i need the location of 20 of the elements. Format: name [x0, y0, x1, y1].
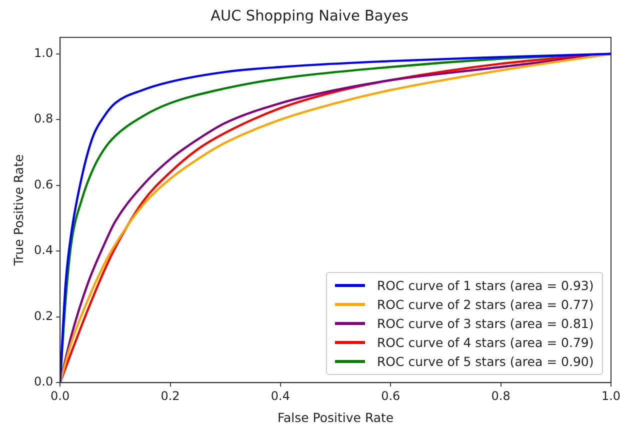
y-tick-label: 0.4 [34, 243, 54, 258]
x-tick-label: 0.2 [160, 388, 180, 403]
legend-label: ROC curve of 2 stars (area = 0.77) [377, 296, 594, 312]
y-tick-label: 0.6 [34, 177, 54, 192]
y-tick-label: 0.8 [34, 112, 54, 126]
x-tick-label: 0.6 [381, 388, 400, 403]
y-tick-label: 0.0 [34, 374, 54, 389]
y-axis-title: True Positive Rate [10, 154, 26, 267]
legend-label: ROC curve of 4 stars (area = 0.79) [377, 334, 594, 350]
legend-label: ROC curve of 1 stars (area = 0.93) [377, 278, 594, 293]
y-tick-label: 0.2 [34, 308, 54, 323]
y-tick-label: 1.0 [34, 46, 54, 60]
x-tick-label: 0.8 [491, 388, 510, 403]
x-tick-label: 0.4 [270, 388, 290, 403]
x-tick-label: 1.0 [601, 388, 621, 403]
x-axis-title: False Positive Rate [277, 410, 394, 425]
legend-label: ROC curve of 5 stars (area = 0.90) [377, 354, 594, 369]
x-tick-label: 0.0 [50, 388, 70, 403]
chart-title: AUC Shopping Naive Bayes [210, 8, 408, 24]
legend-label: ROC curve of 3 stars (area = 0.81) [377, 316, 594, 331]
